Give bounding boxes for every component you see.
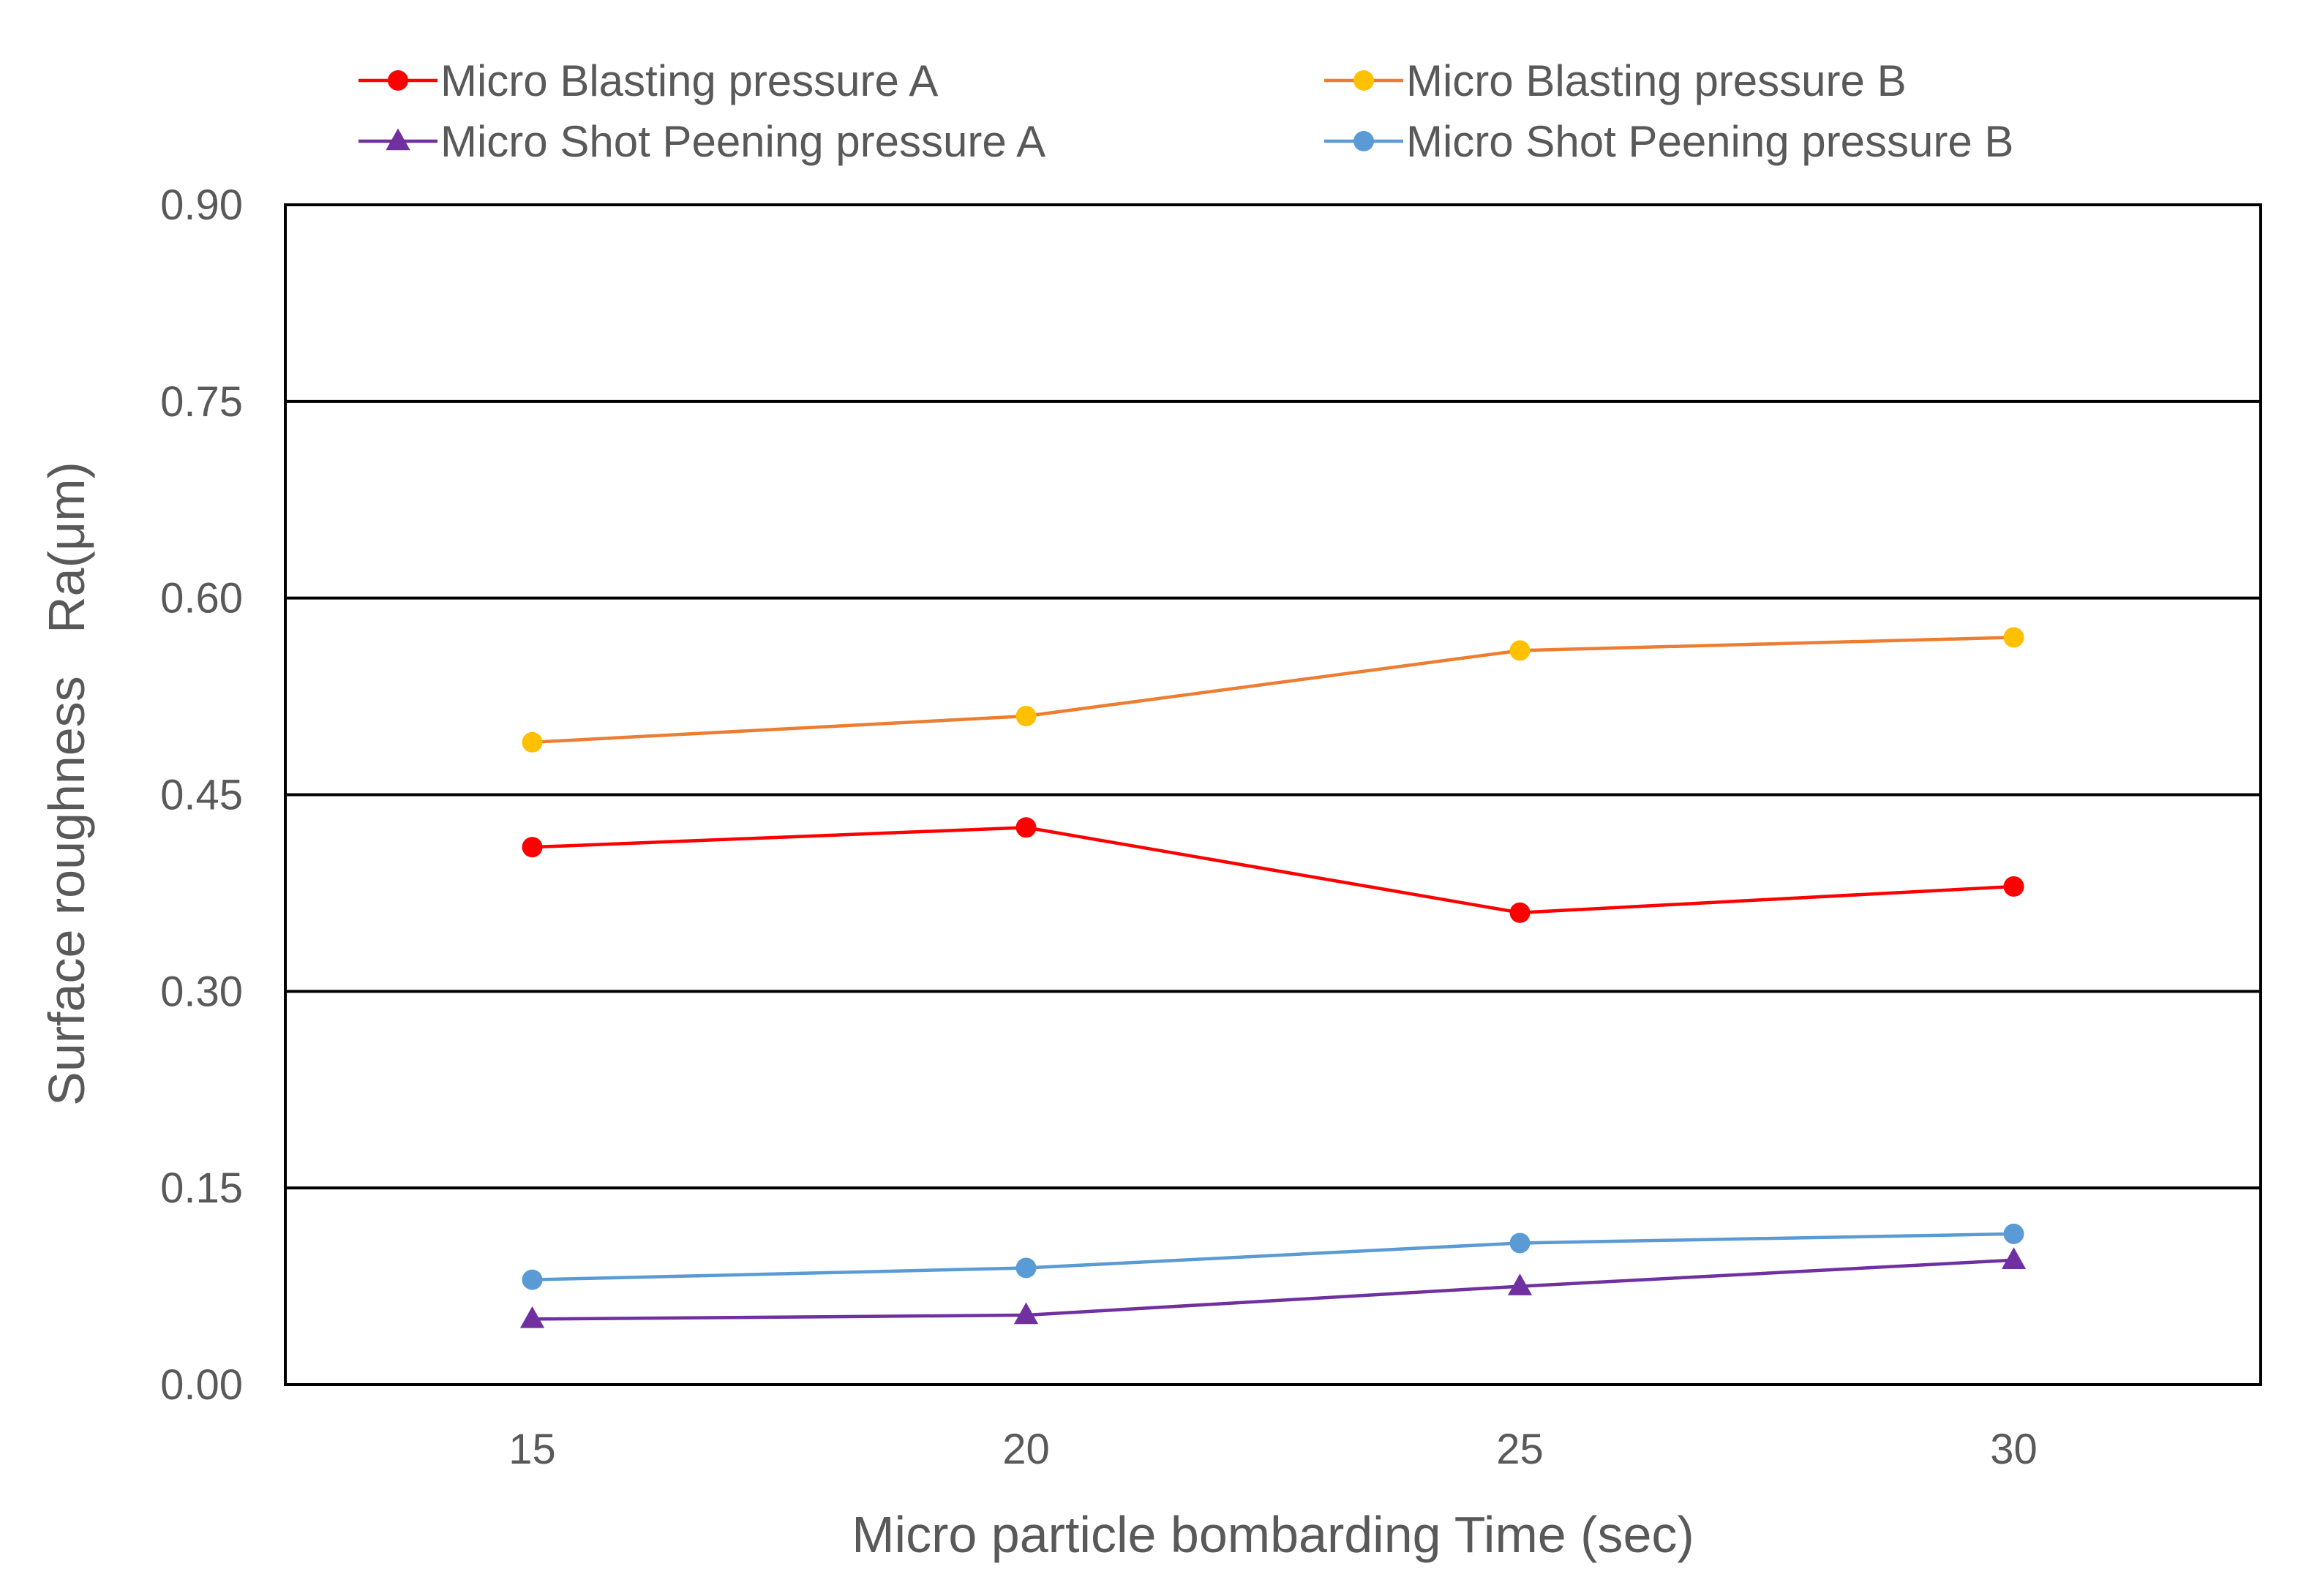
plot-area-border [284,203,2262,1386]
legend-marker [1353,131,1374,151]
series-line [532,826,2014,915]
data-point [1013,1302,1039,1325]
y-tick-label: 0.15 [160,1164,243,1212]
data-point [522,731,543,753]
data-point [1509,1232,1531,1254]
series-1 [522,817,2024,923]
data-point [1509,640,1531,661]
y-tick-label: 0.60 [160,575,243,622]
x-tick-label: 15 [508,1426,556,1473]
series-line [532,636,2014,745]
y-tick-label: 0.00 [160,1361,243,1409]
series-layer [519,627,2027,1328]
legend-item: Micro Blasting pressure A [358,56,938,105]
x-tick-label: 30 [1990,1426,2038,1473]
series-2 [522,627,2024,753]
y-axis-tick-labels: 0.00 0.15 0.30 0.45 0.60 0.75 0.90 [160,181,243,1409]
series-line [532,1258,2014,1321]
data-point [2003,876,2024,897]
x-axis-title: Micro particle bombarding Time (sec) [852,1506,1694,1563]
legend-item: Micro Shot Peening pressure B [1324,117,2013,166]
data-point [2003,1223,2024,1244]
data-point [522,1269,543,1290]
data-point [1015,705,1037,726]
legend-marker [1353,70,1374,91]
legend-marker [386,128,410,151]
legend-item: Micro Shot Peening pressure A [358,117,1045,166]
data-point [1509,902,1531,923]
legend-marker [388,70,408,91]
legend-label: Micro Blasting pressure A [440,56,938,105]
legend-label: Micro Shot Peening pressure B [1406,117,2013,166]
legend: Micro Blasting pressure A Micro Blasting … [358,56,2013,166]
data-point [519,1306,545,1328]
y-axis-title: Surface roughness Ra(μm) [38,462,95,1106]
legend-item: Micro Blasting pressure B [1324,56,1907,105]
x-tick-label: 20 [1002,1426,1050,1473]
data-point [2003,627,2024,648]
data-point [1015,817,1037,838]
x-tick-label: 25 [1496,1426,1544,1473]
data-point [2001,1247,2027,1269]
data-point [1015,1257,1037,1279]
data-point [1507,1273,1533,1295]
legend-label: Micro Shot Peening pressure A [440,117,1045,166]
data-point [522,837,543,858]
y-tick-label: 0.75 [160,378,243,426]
series-3 [519,1247,2027,1328]
legend-label: Micro Blasting pressure B [1406,56,1907,105]
series-4 [522,1223,2024,1290]
y-tick-label: 0.45 [160,772,243,819]
series-line [532,1232,2014,1281]
y-tick-label: 0.30 [160,968,243,1015]
y-tick-label: 0.90 [160,181,243,229]
x-axis-tick-labels: 15 20 25 30 [508,1426,2038,1473]
